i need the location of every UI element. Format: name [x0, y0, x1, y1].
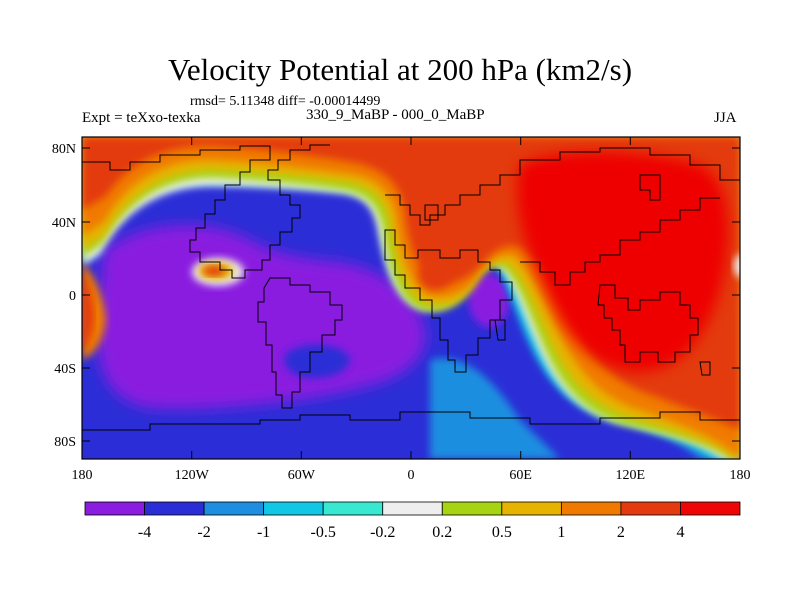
rmsd-diff-stats: rmsd= 5.11348 diff= -0.00014499 [190, 94, 381, 109]
lon-label-180w: 180 [72, 468, 93, 483]
colorbar-swatch [501, 501, 562, 516]
colorbar-swatch [84, 501, 145, 516]
lon-label-120e: 120E [616, 468, 646, 483]
colorbar-swatch [560, 501, 622, 516]
colorbar-label: 0.5 [492, 524, 512, 541]
lon-ticks [81, 137, 741, 459]
colorbar-label: -0.5 [311, 524, 336, 541]
colorbar-swatch [144, 501, 205, 516]
colorbar-swatch [382, 501, 443, 516]
lat-label-80n: 80N [52, 142, 76, 157]
lon-label-180e: 180 [730, 468, 751, 483]
colorbar-label: 2 [617, 524, 625, 541]
lat-label-40s: 40S [54, 362, 76, 377]
colorbar-label: -2 [197, 524, 210, 541]
colorbar-label: 4 [676, 524, 684, 541]
colorbar: -4 -2 -1 -0.5 -0.2 0.2 0.5 1 2 4 [84, 501, 741, 541]
colorbar-label: -4 [138, 524, 151, 541]
colorbar-swatch [680, 501, 741, 516]
colorbar-swatch [322, 501, 384, 516]
colorbar-label: -0.2 [370, 524, 395, 541]
colorbar-label: -1 [257, 524, 270, 541]
season-label: JJA [714, 110, 737, 126]
colorbar-label: 1 [557, 524, 565, 541]
plot-title: Velocity Potential at 200 hPa (km2/s) [167, 52, 633, 87]
contour-field [82, 137, 740, 459]
lat-ticks [82, 147, 740, 442]
lon-label-120w: 120W [175, 468, 210, 483]
colorbar-swatch [620, 501, 681, 516]
experiment-label: Expt = teXxo-texka [82, 110, 201, 126]
colorbar-swatch [263, 501, 324, 516]
lon-label-60e: 60E [509, 468, 532, 483]
coastlines [82, 144, 740, 431]
colorbar-label: 0.2 [432, 524, 452, 541]
colorbar-swatch [203, 501, 265, 516]
lon-label-60w: 60W [288, 468, 316, 483]
colorbar-swatch [441, 501, 503, 516]
lon-label-0: 0 [408, 468, 415, 483]
lat-label-80s: 80S [54, 435, 76, 450]
lat-label-0: 0 [69, 289, 76, 304]
lat-label-40n: 40N [52, 216, 76, 231]
comparison-label: 330_9_MaBP - 000_0_MaBP [306, 107, 485, 123]
